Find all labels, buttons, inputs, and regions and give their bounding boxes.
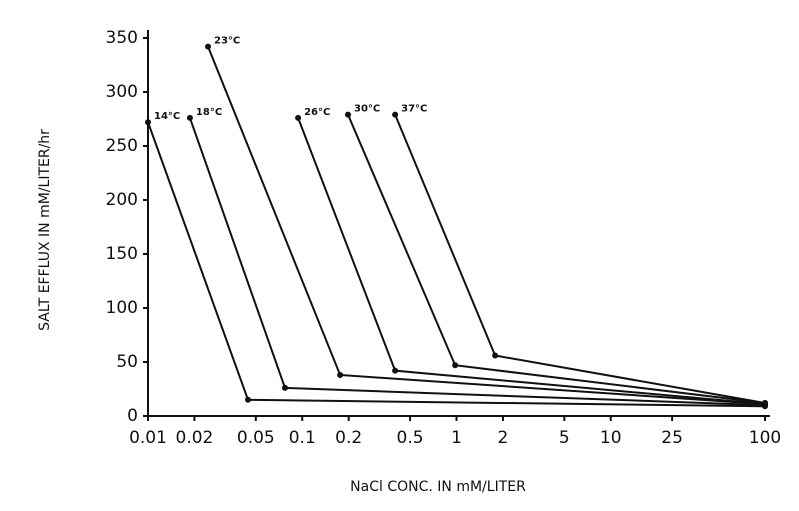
series-label: 26°C — [304, 107, 330, 118]
x-tick-label: 0.2 — [335, 428, 362, 448]
x-tick-label: 0.1 — [289, 428, 316, 448]
y-axis-label: SALT EFFLUX IN mM/LITER/hr — [37, 129, 53, 331]
series-line — [394, 114, 766, 405]
y-tick-label: 350 — [106, 28, 138, 48]
series-label: 18°C — [196, 107, 222, 118]
series-label: 30°C — [354, 104, 380, 115]
x-tick-label: 0.05 — [237, 428, 275, 448]
data-point — [762, 400, 768, 407]
data-point — [492, 352, 499, 359]
data-point — [337, 371, 344, 378]
series-label: 37°C — [401, 104, 427, 115]
data-point — [145, 119, 151, 126]
data-point — [186, 114, 193, 121]
data-point — [392, 367, 399, 374]
y-tick-label: 200 — [106, 190, 138, 210]
y-tick-label: 100 — [106, 298, 138, 318]
data-point — [452, 362, 459, 369]
series-line — [188, 117, 766, 407]
x-tick-label: 0.5 — [397, 428, 424, 448]
x-tick-label: 100 — [749, 428, 781, 448]
series-line — [347, 114, 766, 405]
x-tick-label: 10 — [600, 428, 622, 448]
x-tick-label: 5 — [559, 428, 570, 448]
series-line — [207, 46, 766, 406]
y-tick-label: 50 — [116, 352, 138, 372]
data-point — [282, 384, 289, 391]
x-tick-label: 0.02 — [176, 428, 214, 448]
series-label: 23°C — [214, 36, 240, 47]
x-tick-label: 25 — [661, 428, 683, 448]
y-tick-label: 300 — [106, 82, 138, 102]
x-tick-label: 2 — [498, 428, 509, 448]
y-tick-label: 250 — [106, 136, 138, 156]
y-tick-label: 150 — [106, 244, 138, 264]
data-point — [392, 111, 399, 118]
x-tick-label: 1 — [451, 428, 462, 448]
data-point — [295, 114, 302, 121]
x-tick-label: 0.01 — [129, 428, 167, 448]
series-label: 14°C — [154, 111, 180, 122]
data-point — [205, 43, 212, 50]
data-point — [245, 396, 252, 403]
y-tick-label: 0 — [127, 406, 138, 426]
data-point — [345, 111, 352, 118]
x-axis-label: NaCl CONC. IN mM/LITER — [350, 479, 526, 495]
